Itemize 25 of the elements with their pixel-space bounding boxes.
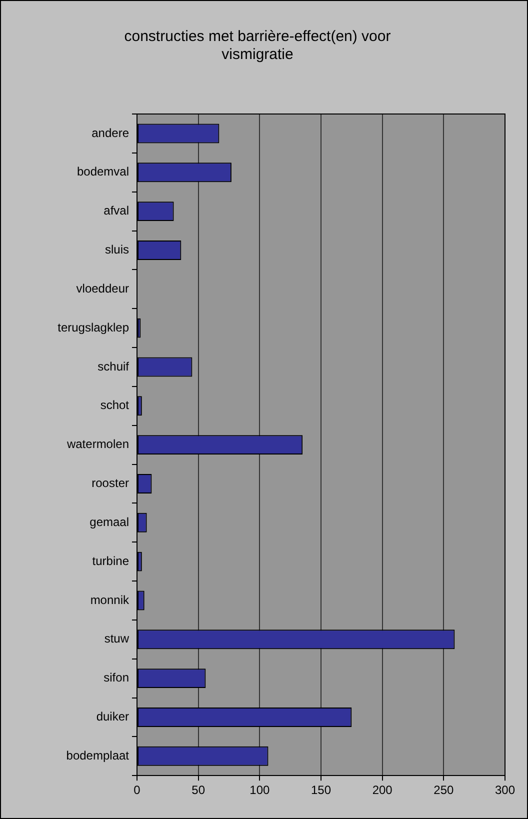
y-tick-label: afval — [104, 204, 129, 218]
y-tick-label: duiker — [96, 710, 129, 724]
y-tick-label: stuw — [104, 632, 130, 646]
chart-title: constructies met barrière-effect(en) voor vismigratie — [124, 28, 391, 64]
x-tick-label: 150 — [310, 783, 332, 798]
y-tick-label: bodemval — [76, 164, 129, 179]
y-tick-label: watermolen — [66, 437, 129, 452]
y-tick-label: turbine — [92, 554, 130, 568]
y-tick-label: schot — [100, 398, 130, 412]
y-tick-label: schuif — [98, 359, 130, 374]
x-tick-label: 0 — [134, 783, 141, 798]
x-tick-label: 50 — [192, 783, 206, 798]
y-tick-label: sifon — [104, 670, 129, 685]
y-tick-label: bodemplaat — [66, 748, 130, 762]
x-tick-label: 250 — [434, 783, 454, 798]
y-tick-label: monnik — [90, 592, 130, 607]
x-tick-label: 200 — [372, 783, 393, 798]
y-tick-label: vloeddeur — [76, 281, 129, 296]
y-tick-label: sluis — [104, 242, 129, 257]
y-tick-label: andere — [92, 126, 130, 140]
x-tick-label: 300 — [494, 783, 516, 798]
y-tick-label: rooster — [92, 476, 129, 490]
y-tick-label: gemaal — [90, 514, 129, 529]
x-tick-label: 100 — [250, 783, 270, 798]
y-tick-label: terugslagklep — [58, 320, 130, 334]
